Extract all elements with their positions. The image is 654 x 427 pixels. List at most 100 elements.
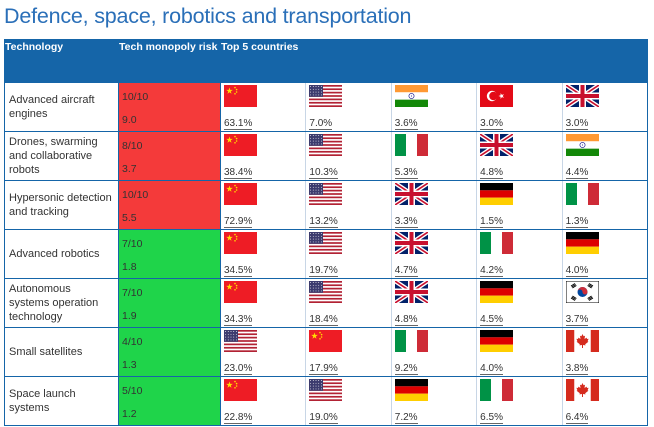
italy-flag-icon	[394, 134, 428, 156]
country-cell: 6.5%	[476, 376, 563, 426]
china-flag-icon	[309, 330, 343, 352]
table-row: Hypersonic detection and tracking 10/10 5.…	[4, 180, 649, 230]
country-share: 4.0%	[480, 363, 503, 375]
country-share: 3.6%	[394, 118, 418, 130]
country-cell: 4.4%	[561, 131, 649, 181]
header-top-countries: Top 5 countries	[220, 39, 648, 83]
canada-flag-icon	[565, 330, 599, 352]
country-share: 38.4%	[224, 167, 253, 179]
usa-flag-icon	[224, 330, 257, 352]
risk-rating: 7/10	[122, 287, 143, 299]
china-flag-icon	[224, 232, 257, 254]
country-share: 3.0%	[480, 118, 503, 130]
country-cell: 4.0%	[476, 327, 563, 377]
table-row: Drones, swarming and collaborative robot…	[4, 131, 649, 181]
country-cell: 22.8%	[219, 376, 307, 426]
country-cell: 17.9%	[305, 327, 392, 377]
technology-name: Advanced aircraft engines	[4, 82, 119, 132]
country-share: 4.4%	[565, 167, 589, 179]
country-share: 34.3%	[224, 314, 253, 326]
usa-flag-icon	[309, 134, 343, 156]
usa-flag-icon	[309, 379, 343, 401]
risk-rating: 8/10	[122, 140, 143, 152]
germany-flag-icon	[565, 232, 599, 254]
usa-flag-icon	[309, 85, 343, 107]
country-share: 34.5%	[224, 265, 253, 277]
italy-flag-icon	[480, 232, 514, 254]
technology-name: Hypersonic detection and tracking	[4, 180, 119, 230]
country-cell: 34.5%	[219, 229, 307, 279]
country-cell: 3.6%	[390, 82, 478, 132]
germany-flag-icon	[480, 183, 514, 205]
germany-flag-icon	[480, 281, 514, 303]
risk-cell: 7/10 1.9	[118, 278, 221, 328]
country-share: 3.8%	[565, 363, 589, 375]
country-share: 22.8%	[224, 412, 253, 424]
header-monopoly-risk: Tech monopoly risk	[118, 39, 221, 83]
country-share: 63.1%	[224, 118, 253, 130]
country-cell: 4.0%	[561, 229, 649, 279]
risk-cell: 7/10 1.8	[118, 229, 221, 279]
country-cell: 19.7%	[305, 229, 392, 279]
country-cell: 4.2%	[476, 229, 563, 279]
country-share: 6.4%	[565, 412, 589, 424]
turkey-flag-icon	[480, 85, 514, 107]
country-share: 23.0%	[224, 363, 253, 375]
country-share: 17.9%	[309, 363, 338, 375]
china-flag-icon	[224, 134, 257, 156]
risk-score: 5.5	[122, 212, 137, 224]
uk-flag-icon	[480, 134, 514, 156]
risk-cell: 4/10 1.3	[118, 327, 221, 377]
country-cell: 7.0%	[305, 82, 392, 132]
china-flag-icon	[224, 379, 257, 401]
country-share: 7.2%	[394, 412, 418, 424]
canada-flag-icon	[565, 379, 599, 401]
risk-score: 1.9	[122, 310, 137, 322]
risk-rating: 5/10	[122, 385, 143, 397]
technology-name: Space launch systems	[4, 376, 119, 426]
country-share: 19.7%	[309, 265, 338, 277]
risk-score: 1.8	[122, 261, 137, 273]
country-share: 4.8%	[480, 167, 503, 179]
country-cell: 3.0%	[476, 82, 563, 132]
south-korea-flag-icon	[565, 281, 599, 303]
china-flag-icon	[224, 85, 257, 107]
table-body: Advanced aircraft engines 10/10 9.0 63.1% 7.…	[4, 82, 649, 426]
risk-rating: 10/10	[122, 91, 149, 103]
uk-flag-icon	[394, 232, 428, 254]
country-share: 19.0%	[309, 412, 338, 424]
uk-flag-icon	[565, 85, 599, 107]
country-cell: 4.7%	[390, 229, 478, 279]
country-cell: 38.4%	[219, 131, 307, 181]
country-cell: 19.0%	[305, 376, 392, 426]
risk-score: 1.3	[122, 359, 137, 371]
country-share: 1.3%	[565, 216, 589, 228]
country-cell: 7.2%	[390, 376, 478, 426]
table-row: Small satellites 4/10 1.3 23.0% 17.9% 9.2% 4.0…	[4, 327, 649, 377]
country-cell: 3.7%	[561, 278, 649, 328]
risk-cell: 8/10 3.7	[118, 131, 221, 181]
china-flag-icon	[224, 183, 257, 205]
country-cell: 72.9%	[219, 180, 307, 230]
table-row: Autonomous systems operation technology 7…	[4, 278, 649, 328]
country-cell: 4.8%	[390, 278, 478, 328]
country-share: 13.2%	[309, 216, 338, 228]
india-flag-icon	[565, 134, 599, 156]
country-share: 7.0%	[309, 118, 333, 130]
table-row: Advanced aircraft engines 10/10 9.0 63.1% 7.…	[4, 82, 649, 132]
italy-flag-icon	[565, 183, 599, 205]
italy-flag-icon	[480, 379, 514, 401]
country-cell: 63.1%	[219, 82, 307, 132]
uk-flag-icon	[394, 281, 428, 303]
uk-flag-icon	[394, 183, 428, 205]
table-row: Space launch systems 5/10 1.2 22.8% 19.0% 7.2…	[4, 376, 649, 426]
country-cell: 18.4%	[305, 278, 392, 328]
country-share: 4.8%	[394, 314, 418, 326]
table-row: Advanced robotics 7/10 1.8 34.5% 19.7% 4.7% 4.…	[4, 229, 649, 279]
country-share: 1.5%	[480, 216, 503, 228]
india-flag-icon	[394, 85, 428, 107]
usa-flag-icon	[309, 232, 343, 254]
country-cell: 1.5%	[476, 180, 563, 230]
country-cell: 1.3%	[561, 180, 649, 230]
country-share: 4.2%	[480, 265, 503, 277]
